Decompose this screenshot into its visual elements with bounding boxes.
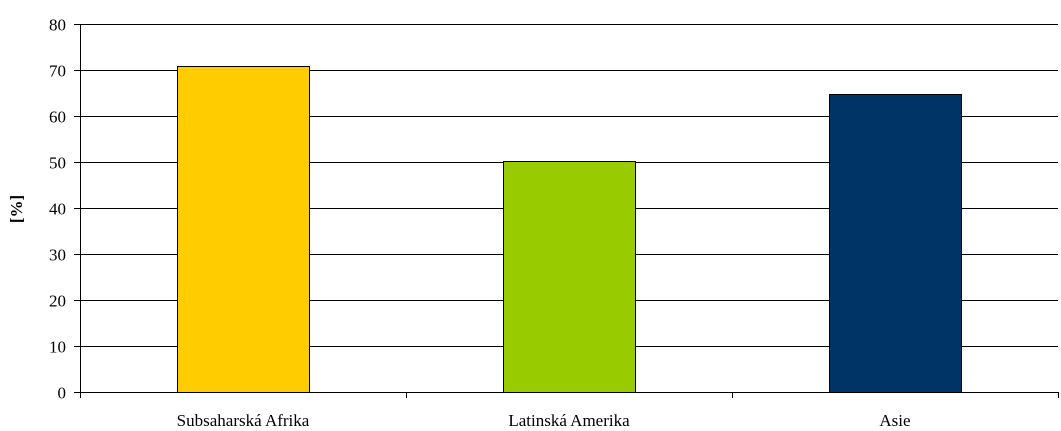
y-tick-label-20: 20 — [49, 292, 66, 311]
x-tick-label-0: Subsaharská Afrika — [177, 411, 310, 430]
axes — [74, 24, 1059, 398]
y-tick-label-10: 10 — [49, 338, 66, 357]
y-axis-title: [%] — [7, 195, 26, 223]
x-tick-label-1: Latinská Amerika — [508, 411, 630, 430]
y-tick-label-50: 50 — [49, 154, 66, 173]
y-tick-label-70: 70 — [49, 62, 66, 81]
x-tick-label-2: Asie — [879, 411, 910, 430]
y-tick-label-30: 30 — [49, 246, 66, 265]
y-tick-label-40: 40 — [49, 200, 66, 219]
bar-2 — [829, 94, 962, 393]
y-tick-label-60: 60 — [49, 108, 66, 127]
y-tick-label-0: 0 — [58, 384, 67, 403]
y-tick-label-80: 80 — [49, 16, 66, 35]
y-tick-labels: 0 10 20 30 40 50 60 70 80 — [49, 16, 66, 403]
x-tick-labels: Subsaharská Afrika Latinská Amerika Asie — [177, 411, 911, 430]
bars — [177, 66, 962, 393]
bar-1 — [503, 161, 636, 393]
bar-0 — [177, 66, 310, 393]
